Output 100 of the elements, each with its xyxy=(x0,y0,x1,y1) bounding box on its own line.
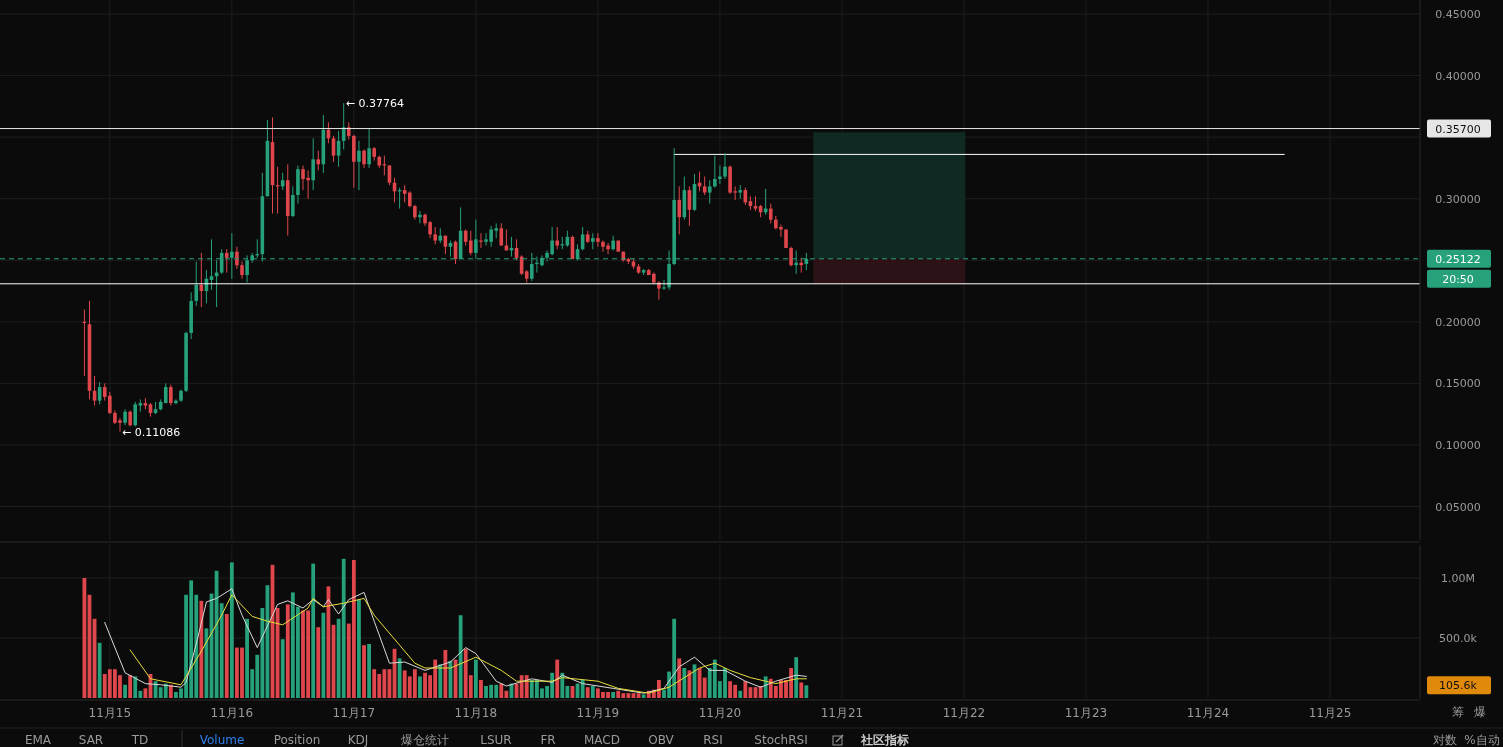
candlestick xyxy=(789,246,793,267)
bar xyxy=(133,676,138,698)
text: KDJ xyxy=(347,733,369,747)
candlestick xyxy=(362,148,366,169)
text: 20:50 xyxy=(1442,272,1474,286)
ref-line-label: 0.25122 xyxy=(1435,252,1481,266)
bar xyxy=(677,658,682,698)
bar xyxy=(560,672,565,698)
bar xyxy=(794,657,799,698)
candlestick xyxy=(468,230,473,256)
x-tick-label: 11月25 xyxy=(1308,706,1352,720)
bar xyxy=(473,659,478,698)
text: StochRSI xyxy=(754,733,808,747)
bar xyxy=(341,558,346,698)
text: LSUR xyxy=(480,733,512,747)
x-tick-label: 11月20 xyxy=(698,706,742,720)
bar xyxy=(163,683,168,698)
text: FR xyxy=(540,733,556,747)
candlestick xyxy=(784,228,788,249)
candlestick xyxy=(596,232,600,248)
candlestick xyxy=(713,155,717,189)
bar xyxy=(641,694,646,698)
text: Volume xyxy=(199,733,245,747)
candlestick xyxy=(194,261,199,307)
x-tick-label: 11月22 xyxy=(942,706,986,720)
bar xyxy=(97,642,102,698)
y-tick-label: 0.30000 xyxy=(1435,192,1481,206)
x-tick-label: 11月15 xyxy=(88,706,132,720)
candlestick xyxy=(657,280,661,301)
bar xyxy=(738,690,743,698)
bar xyxy=(580,680,585,698)
text: 105.6k xyxy=(1439,679,1478,693)
candlestick xyxy=(768,203,773,224)
candlestick xyxy=(235,246,239,270)
bar xyxy=(611,692,616,698)
bar xyxy=(229,562,234,698)
text: 自动 xyxy=(1476,733,1500,747)
bar xyxy=(362,645,366,698)
bar xyxy=(199,600,204,698)
candlestick xyxy=(133,401,138,427)
text: EMA xyxy=(24,733,52,747)
candlestick xyxy=(316,150,321,171)
bar xyxy=(285,604,290,698)
text: 筹 xyxy=(1452,705,1464,719)
y-tick-label: 1.00M xyxy=(1441,572,1475,585)
annotation: ← 0.37764 xyxy=(345,97,404,111)
x-tick-label: 11月18 xyxy=(454,706,498,720)
bar xyxy=(82,578,87,698)
x-tick-label: 11月19 xyxy=(576,706,620,720)
annotation: ← 0.11086 xyxy=(121,425,181,439)
candlestick xyxy=(357,140,361,191)
bar xyxy=(682,668,687,698)
candlestick xyxy=(255,238,260,259)
text: Position xyxy=(273,733,321,747)
text: 社区指标 xyxy=(860,733,909,747)
text: MACD xyxy=(584,733,620,747)
bar xyxy=(804,685,809,698)
candlestick xyxy=(169,384,173,407)
bar xyxy=(321,612,326,698)
y-tick-label: 0.15000 xyxy=(1435,377,1481,391)
text: % xyxy=(1464,733,1476,747)
bar xyxy=(316,627,321,698)
candlestick xyxy=(367,128,371,169)
bar xyxy=(443,650,448,698)
candlestick xyxy=(662,279,666,291)
text: RSI xyxy=(703,733,723,747)
ref-line-label: 0.35700 xyxy=(1435,122,1481,136)
candlestick xyxy=(291,185,295,218)
candlestick xyxy=(707,179,712,205)
bar xyxy=(743,681,748,698)
bar xyxy=(799,682,804,698)
bar xyxy=(397,658,402,698)
bar xyxy=(590,686,595,698)
y-tick-label: 0.20000 xyxy=(1435,315,1481,329)
candlestick xyxy=(677,185,682,235)
bar xyxy=(479,680,483,698)
y-tick-label: 500.0k xyxy=(1439,632,1478,645)
y-tick-label: 0.05000 xyxy=(1435,500,1481,514)
candlestick xyxy=(224,248,229,274)
bar xyxy=(702,677,707,698)
candlestick xyxy=(311,137,315,191)
text: 对数 xyxy=(1433,733,1457,747)
candlestick xyxy=(702,176,707,196)
bar xyxy=(219,603,224,698)
x-tick-label: 11月24 xyxy=(1186,706,1230,720)
bar xyxy=(412,669,417,698)
bar xyxy=(367,644,372,698)
bar xyxy=(616,690,621,698)
bar xyxy=(555,659,560,698)
y-tick-label: 0.10000 xyxy=(1435,438,1481,452)
bar xyxy=(224,614,229,698)
x-tick-label: 11月21 xyxy=(820,706,864,720)
bar xyxy=(351,560,356,698)
bar xyxy=(128,675,133,698)
bar xyxy=(372,669,377,698)
x-tick-label: 11月23 xyxy=(1064,706,1108,720)
bar xyxy=(280,639,285,698)
y-tick-label: 0.45000 xyxy=(1435,8,1481,22)
bar xyxy=(524,675,529,698)
text: SAR xyxy=(78,733,104,747)
